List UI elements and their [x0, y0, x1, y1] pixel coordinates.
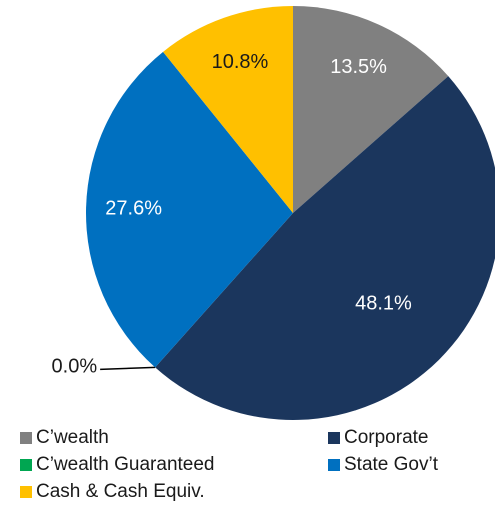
pie-slice	[86, 51, 293, 368]
leader-line	[100, 366, 156, 371]
pie-slice	[293, 6, 449, 213]
legend-swatch	[328, 459, 340, 471]
legend-label: C’wealth	[36, 427, 109, 448]
legend-label: Cash & Cash Equiv.	[36, 481, 205, 502]
legend-label: State Gov’t	[344, 454, 439, 475]
pie-slice	[163, 6, 293, 213]
legend-swatch	[328, 432, 340, 444]
data-label: 27.6%	[105, 197, 162, 219]
legend-label: Corporate	[344, 427, 429, 448]
legend-swatch	[20, 486, 32, 498]
legend-swatch	[20, 459, 32, 471]
data-label: 0.0%	[52, 356, 98, 378]
data-label: 13.5%	[330, 56, 387, 78]
legend-swatch	[20, 432, 32, 444]
legend-label: C’wealth Guaranteed	[36, 454, 215, 475]
data-label: 48.1%	[355, 292, 412, 314]
pie-slice	[155, 76, 495, 420]
data-label: 10.8%	[212, 51, 269, 73]
